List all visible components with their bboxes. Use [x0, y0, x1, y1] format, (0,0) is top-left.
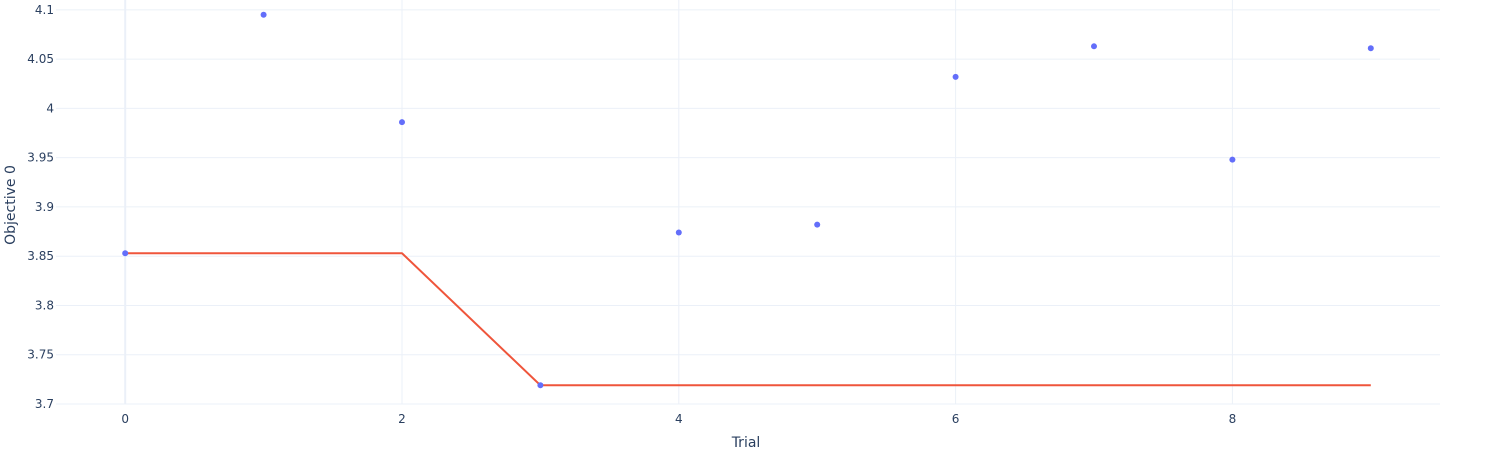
objective-point: [399, 119, 405, 126]
y-tick-label: 4.05: [27, 52, 54, 66]
y-axis-title: Objective 0: [3, 165, 19, 245]
objective-point: [1229, 156, 1236, 163]
y-tick-label: 3.9: [35, 200, 54, 214]
x-axis-title: Trial: [731, 435, 761, 450]
objective-point: [537, 382, 544, 389]
series-layer: [122, 11, 1374, 389]
objective-point: [814, 221, 821, 228]
y-tick-label: 4: [46, 101, 54, 115]
y-tick-label: 3.8: [35, 298, 54, 312]
grid-layer: [56, 0, 1440, 405]
objective-point: [122, 250, 129, 257]
y-tick-label: 3.85: [27, 249, 54, 263]
best-objective-line: [125, 252, 1371, 387]
x-tick-label: 0: [121, 412, 129, 426]
x-tick-label: 6: [952, 412, 960, 426]
x-tick-label: 8: [1229, 412, 1237, 426]
objective-point: [675, 229, 682, 236]
objective-point: [260, 11, 267, 18]
tick-layer: 3.7 3.75 3.8 3.85 3.9 3.95 4 4.05 4.1 0 2 4 6 8: [27, 3, 1236, 426]
objective-point: [952, 73, 959, 80]
objective-point: [1091, 43, 1097, 50]
objective-point: [1367, 45, 1374, 52]
y-tick-label: 3.7: [35, 397, 54, 411]
y-tick-label: 3.75: [27, 348, 54, 362]
x-tick-label: 2: [398, 412, 406, 426]
x-tick-label: 4: [675, 412, 683, 426]
y-tick-label: 4.1: [35, 3, 54, 17]
y-tick-label: 3.95: [27, 151, 54, 165]
